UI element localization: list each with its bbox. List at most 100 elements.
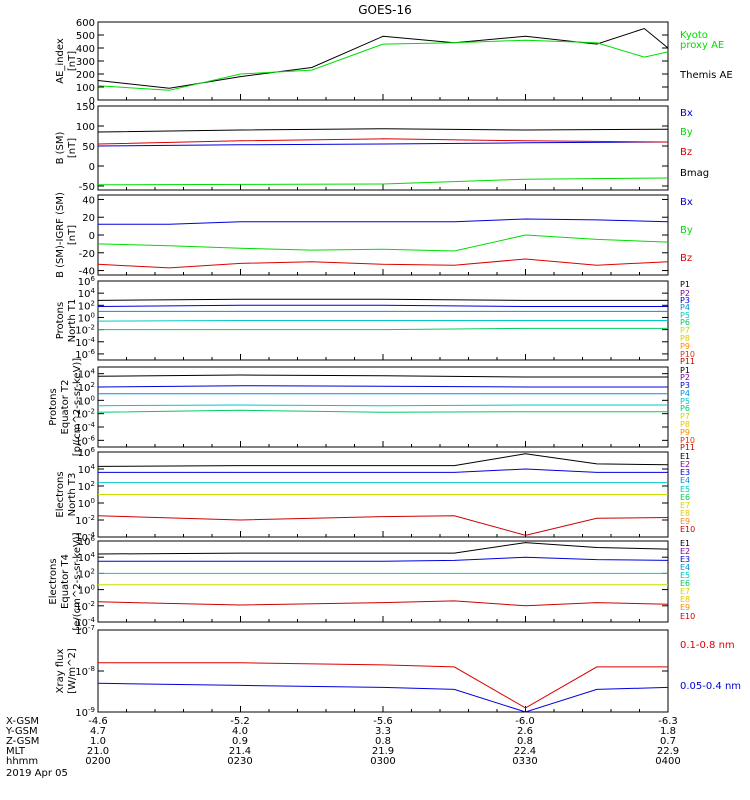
y-tick-label: 200: [76, 70, 95, 81]
y-tick-label: 104: [78, 287, 96, 300]
footer-cell: -5.6: [373, 716, 393, 727]
legend-entry: E6: [680, 493, 690, 502]
y-axis-label: Xray flux: [55, 649, 66, 694]
legend-entry: E1: [680, 452, 690, 461]
legend-entry: E7: [680, 587, 690, 596]
series-line: [97, 138, 669, 145]
legend-entry: By: [680, 127, 693, 138]
y-tick-label: 106: [78, 446, 96, 459]
footer-cell: 1.8: [660, 726, 676, 737]
legend-entry: 0.05-0.4 nm: [680, 681, 741, 692]
series-line: [97, 385, 668, 388]
y-tick-label: 10-2: [75, 324, 95, 337]
y-tick-label: 600: [76, 18, 95, 29]
panel-7: 106 104 102 100 10-2 10-4 Electrons Equator T4[…: [48, 532, 695, 630]
legend-entry: E3: [680, 468, 690, 477]
series-line: [97, 374, 668, 378]
y-tick-label: 40: [82, 195, 95, 206]
y-tick-label: 10-4: [75, 336, 95, 349]
footer-cell: 0.8: [517, 736, 533, 747]
y-axis-label: B (SM)-IGRF (SM): [55, 192, 66, 278]
footer-cell: 0230: [227, 756, 252, 767]
legend-entry: P9: [680, 428, 690, 437]
series-line: [97, 515, 669, 536]
plot-frame: [97, 21, 669, 101]
y-axis-label: Electrons: [48, 558, 59, 604]
series-line: [97, 177, 669, 186]
footer-cell: 4.7: [90, 726, 106, 737]
series-line: [97, 27, 669, 89]
footer-cell: 0300: [370, 756, 395, 767]
legend-entry: P9: [680, 342, 690, 351]
y-axis-label: Equator T4: [60, 554, 71, 609]
legend-entry: P5: [680, 397, 690, 406]
footer-row-label: Y-GSM: [5, 726, 38, 737]
y-tick-label: 102: [78, 381, 95, 394]
series-line: [97, 128, 669, 133]
legend-entry: E9: [680, 517, 690, 526]
y-tick-label: 102: [78, 299, 95, 312]
y-axis-label: [nT]: [67, 225, 78, 245]
legend-entry: Bx: [680, 197, 693, 208]
series-line: [97, 39, 669, 91]
legend-entry: P3: [680, 296, 690, 305]
legend-entry: P3: [680, 381, 690, 390]
y-tick-label: 10-6: [75, 348, 95, 361]
y-axis-label: Protons: [48, 388, 59, 425]
series-line: [98, 556, 669, 562]
panel-3: -40 -20 0 20 40 B (SM)-IGRF (SM) [nT] Bx By Bz: [55, 192, 693, 278]
legend-entry: E9: [680, 603, 690, 612]
y-tick-label: -50: [79, 182, 95, 193]
series-line: [97, 682, 669, 713]
y-axis-label: [W/m^2]: [67, 648, 78, 694]
y-tick-label: 10-2: [75, 408, 95, 421]
series-line: [97, 453, 669, 467]
series-line: [97, 320, 668, 322]
legend-entry: P1: [680, 280, 690, 289]
y-tick-label: 300: [76, 57, 95, 68]
y-tick-label: 10-7: [75, 624, 95, 637]
legend-entry: proxy AE: [680, 40, 724, 51]
footer-cell: -6.0: [515, 716, 535, 727]
legend-entry: P11: [680, 357, 695, 366]
footer-cell: 0200: [85, 756, 110, 767]
legend-entry: P2: [680, 373, 690, 382]
legend-entry: P7: [680, 326, 690, 335]
footer-cell: 21.9: [372, 746, 394, 757]
y-tick-label: 10-4: [75, 616, 95, 629]
y-tick-label: 0: [89, 162, 95, 173]
y-tick-label: 400: [76, 44, 95, 55]
y-tick-label: 10-4: [75, 421, 95, 434]
y-tick-label: 150: [76, 102, 95, 113]
legend-entry: Bmag: [680, 168, 709, 179]
y-axis-label: Electrons: [55, 471, 66, 517]
legend-entry: By: [680, 225, 693, 236]
footer-row-label: Z-GSM: [6, 736, 39, 747]
series-line: [97, 404, 668, 407]
footer-row-label: hhmm: [6, 756, 38, 767]
footer-cell: 22.9: [657, 746, 679, 757]
y-tick-label: 10-8: [75, 665, 95, 678]
footer-cell: 0.7: [660, 736, 676, 747]
y-tick-label: 20: [82, 213, 95, 224]
y-axis-label: [nT]: [67, 51, 78, 71]
panel-8: 10-7 10-8 10-9 Xray flux [W/m^2] 0.1-0.8 nm 0.…: [55, 624, 741, 719]
series-line: [97, 141, 669, 147]
legend-entry: E8: [680, 509, 690, 518]
plot-frame: [97, 366, 669, 448]
y-tick-label: 50: [82, 142, 95, 153]
legend-entry: P10: [680, 436, 695, 445]
y-tick-label: 10-9: [75, 706, 95, 719]
legend-entry: E7: [680, 501, 690, 510]
plot-frame: [97, 105, 669, 191]
series-line: [98, 218, 669, 225]
y-tick-label: 106: [78, 535, 96, 548]
legend-entry: Bz: [680, 253, 692, 264]
footer-cell: 4.0: [232, 726, 248, 737]
legend-entry: P7: [680, 412, 690, 421]
